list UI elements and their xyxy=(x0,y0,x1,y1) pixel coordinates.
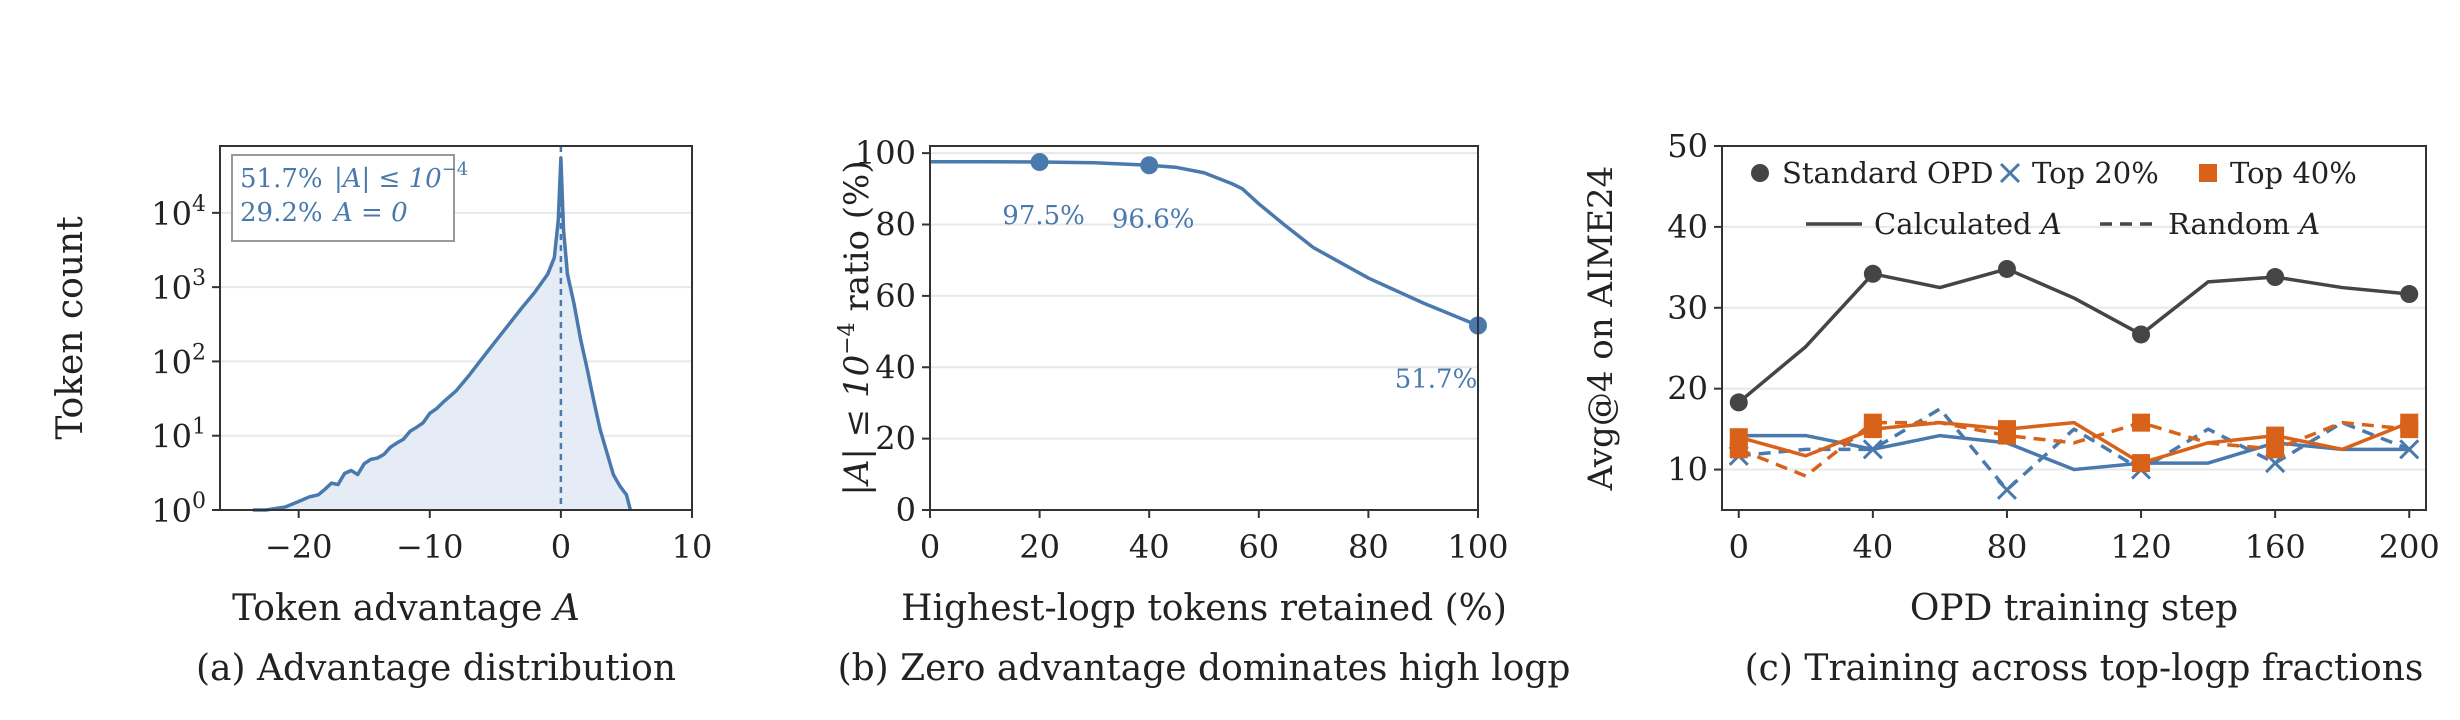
series-line-top20_rand xyxy=(1738,407,2410,492)
x-tick-label: 80 xyxy=(1987,528,2028,566)
x-axis-label: OPD training step xyxy=(1910,588,2238,629)
series-marker-standard xyxy=(1863,264,1882,283)
ratio-point xyxy=(1140,156,1159,175)
series-marker-standard xyxy=(2132,325,2151,344)
x-tick-label: 120 xyxy=(2111,528,2172,566)
series-marker-top40_rand xyxy=(2132,413,2151,432)
ratio-line xyxy=(930,159,1479,328)
series-marker-top20_rand xyxy=(1862,439,1883,460)
x-tick-label: 0 xyxy=(1729,528,1749,566)
series-line-top40_calc xyxy=(1738,420,2410,465)
series-line-standard xyxy=(1737,267,2410,404)
y-tick-label: 20 xyxy=(875,420,916,458)
caption: (b) Zero advantage dominates high logp xyxy=(838,648,1571,689)
x-tick-label: 20 xyxy=(1019,528,1060,566)
y-tick-label: 101 xyxy=(151,415,206,456)
plot-frame xyxy=(929,145,1479,511)
plot-frame xyxy=(219,145,693,511)
y-tick-label: 40 xyxy=(875,348,916,386)
series-marker-top40_calc xyxy=(2132,454,2151,473)
x-tick-label: 40 xyxy=(1852,528,1893,566)
series-marker-standard xyxy=(1729,393,1748,412)
annotation-percent: 29.2% xyxy=(240,198,323,228)
caption: (a) Advantage distribution xyxy=(196,648,676,689)
y-tick-label: 103 xyxy=(151,266,206,307)
chart-training-top-logp: 0 40 80 120 160 200 10 20 30 40 50 Standard OPD Top … xyxy=(1581,127,2440,689)
x-tick-label: −20 xyxy=(265,528,333,566)
legend-marker-top20 xyxy=(1999,162,2021,184)
chart-zero-advantage-ratio: 97.5% 96.6%51.7%0 20 40 60 80 100020406080100|… xyxy=(835,134,1570,689)
y-tick-label: 80 xyxy=(875,206,916,244)
series-marker-standard xyxy=(1997,259,2016,278)
distribution-area xyxy=(252,157,631,510)
ratio-point-label: 96.6% xyxy=(1112,204,1195,234)
x-tick-label: 100 xyxy=(1447,528,1508,566)
distribution-line xyxy=(252,156,633,512)
plot-frame xyxy=(1721,145,2427,511)
chart-advantage-distribution: −20 −10 0 10 100 101 102 103 104 51.7% |A| ≤ 10−4 2… xyxy=(50,145,713,689)
x-tick-label: 160 xyxy=(2245,528,2306,566)
caption: (c) Training across top-logp fractions xyxy=(1745,648,2424,689)
ratio-point-label: 51.7% xyxy=(1395,365,1478,395)
x-tick-label: 80 xyxy=(1348,528,1389,566)
y-tick-label: 60 xyxy=(875,277,916,315)
series-marker-top40_rand xyxy=(1863,413,1882,432)
y-tick-label: 10 xyxy=(1667,451,1708,489)
series-marker-top20_rand xyxy=(1996,479,2018,500)
series-marker-standard xyxy=(2400,285,2419,304)
x-axis-label: Highest-logp tokens retained (%) xyxy=(901,588,1507,629)
y-tick-label: 100 xyxy=(151,489,206,530)
legend-label-random: Random A xyxy=(2168,207,2320,241)
series-marker-standard xyxy=(2266,268,2285,287)
x-tick-label: 10 xyxy=(672,528,713,566)
series-marker-top40_calc xyxy=(2266,426,2285,445)
y-tick-label: 50 xyxy=(1667,127,1708,165)
y-tick-label: 104 xyxy=(151,192,206,233)
x-tick-label: 0 xyxy=(551,528,571,566)
x-tick-label: 0 xyxy=(920,528,940,566)
x-tick-label: 200 xyxy=(2379,528,2440,566)
y-tick-label: 40 xyxy=(1667,208,1708,246)
y-tick-label: 102 xyxy=(151,340,206,381)
y-tick-label: 0 xyxy=(896,491,916,529)
series-marker-top40_rand xyxy=(1997,426,2016,445)
x-axis-label: Token advantage A xyxy=(232,588,580,629)
y-axis-label: |A| ≤ 10−4 ratio (%) xyxy=(835,160,877,495)
y-tick-label: 30 xyxy=(1667,289,1708,327)
series-marker-top40_rand xyxy=(1729,440,1748,459)
x-tick-label: 60 xyxy=(1238,528,1279,566)
annotation-expression: |A| ≤ 10−4 xyxy=(334,159,468,194)
y-axis-label: Avg@4 on AIME24 xyxy=(1581,166,1621,492)
x-tick-label: −10 xyxy=(396,528,464,566)
legend-label-top20: Top 20% xyxy=(2032,156,2159,190)
series-line-top20_calc xyxy=(1738,433,2410,472)
legend-label-calculated: Calculated A xyxy=(1874,207,2062,241)
annotation-expression: A = 0 xyxy=(332,198,408,228)
annotation-percent: 51.7% xyxy=(240,164,323,194)
series-marker-top40_rand xyxy=(2400,420,2419,439)
annotation-box xyxy=(231,154,455,242)
y-axis-label: Token count xyxy=(50,216,91,440)
ratio-point-label: 97.5% xyxy=(1002,201,1085,231)
legend: Standard OPD Top 20% Top 40% Calculated A Ra… xyxy=(1751,156,2357,241)
ratio-point xyxy=(1030,153,1049,172)
y-tick-label: 100 xyxy=(855,134,916,172)
legend-label-top40: Top 40% xyxy=(2230,156,2357,190)
series-marker-top40_rand xyxy=(2266,440,2285,459)
series-line-top40_rand xyxy=(1738,420,2410,478)
legend-marker-standard xyxy=(1751,164,1769,182)
series-marker-top20_rand xyxy=(2399,439,2420,460)
legend-marker-top40 xyxy=(2199,164,2217,182)
x-tick-label: 40 xyxy=(1129,528,1170,566)
y-tick-label: 20 xyxy=(1667,370,1708,408)
legend-label-standard: Standard OPD xyxy=(1782,156,1994,190)
